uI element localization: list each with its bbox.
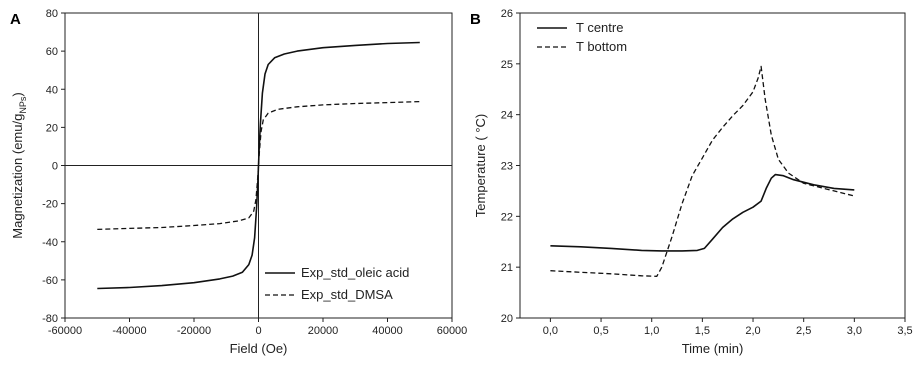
panel-b-label: B [470,11,481,28]
panel-a-series-line-2 [97,100,420,231]
legend-label-oleic-acid: Exp_std_oleic acid [301,265,409,280]
panel-b-y-tick-label: 21 [501,262,513,274]
panel-a-legend: Exp_std_oleic acid Exp_std_DMSA [265,265,409,302]
panel-a-series [97,41,420,290]
panel-b-x-axis-label: Time (min) [682,341,744,356]
panel-b-x-tick-label: 2,5 [796,325,811,337]
panel-a: A -60000 -40000 -20000 0 20000 40000 60000 -80… [10,8,467,356]
panel-b-y-axis-label: Temperature ( °C) [473,114,488,217]
panel-b-y-tick-label: 23 [501,161,513,173]
panel-b-series-line-2 [550,65,855,277]
panel-b-y-tick-label: 24 [501,110,513,122]
panel-b-series [550,65,855,277]
legend-label-t-bottom: T bottom [576,39,627,54]
panel-a-y-tick-label: 20 [46,122,58,134]
panel-b-x-tick-label: 0,0 [543,325,558,337]
panel-b-x-tick-label: 1,5 [695,325,710,337]
panel-a-series-line-1 [97,41,420,290]
panel-a-y-tick-label: 40 [46,84,58,96]
legend-label-t-centre: T centre [576,20,623,35]
panel-a-y-tick-label: -40 [42,237,58,249]
panel-a-y-tick-label: 60 [46,46,58,58]
panel-a-x-tick-label: -60000 [48,325,82,337]
panel-a-y-tick-label: -60 [42,275,58,287]
panel-b-x-ticks: 0,0 0,5 1,0 1,5 2,0 2,5 3,0 3,5 [543,318,913,337]
panel-b-y-tick-label: 20 [501,313,513,325]
panel-b-legend: T centre T bottom [537,20,627,54]
panel-b: B 0,0 0,5 1,0 1,5 2,0 2,5 3,0 3,5 2021222324252… [470,8,913,356]
panel-a-y-tick-label: 0 [52,161,58,173]
panel-a-y-tick-label: 80 [46,8,58,20]
panel-b-x-tick-label: 0,5 [593,325,608,337]
panel-b-x-tick-label: 2,0 [745,325,760,337]
panel-b-y-tick-label: 26 [501,8,513,20]
panel-a-x-tick-label: -40000 [112,325,146,337]
panel-a-x-tick-label: 20000 [308,325,339,337]
panel-a-y-axis-label: Magnetization (emu/gNPs) [10,92,28,238]
panel-a-x-axis-label: Field (Oe) [230,341,288,356]
panel-b-x-tick-label: 3,5 [897,325,912,337]
panel-a-y-axis-label-end: ) [10,92,25,96]
panel-b-y-tick-label: 25 [501,59,513,71]
panel-a-label: A [10,11,21,28]
panel-a-y-tick-label: -20 [42,199,58,211]
panel-b-y-tick-label: 22 [501,211,513,223]
panel-a-x-tick-label: 40000 [372,325,403,337]
panel-b-series-line-1 [550,173,855,252]
panel-a-x-ticks: -60000 -40000 -20000 0 20000 40000 60000 [48,318,467,337]
panel-a-x-tick-label: 60000 [437,325,468,337]
panel-b-x-tick-label: 3,0 [847,325,862,337]
panel-a-x-tick-label: 0 [255,325,261,337]
legend-label-dmsa: Exp_std_DMSA [301,287,393,302]
panel-a-x-tick-label: -20000 [177,325,211,337]
panel-b-x-tick-label: 1,0 [644,325,659,337]
panel-b-y-ticks: 20 21 22 23 24 25 26 [501,8,520,325]
panel-a-y-tick-label: -80 [42,313,58,325]
panel-a-y-axis-label-sub: NPs [18,96,28,114]
panel-a-y-ticks: -80 -60 -40 -20 0 20 40 60 80 [42,8,65,325]
panel-a-y-axis-label-main: Magnetization (emu/g [10,114,25,239]
